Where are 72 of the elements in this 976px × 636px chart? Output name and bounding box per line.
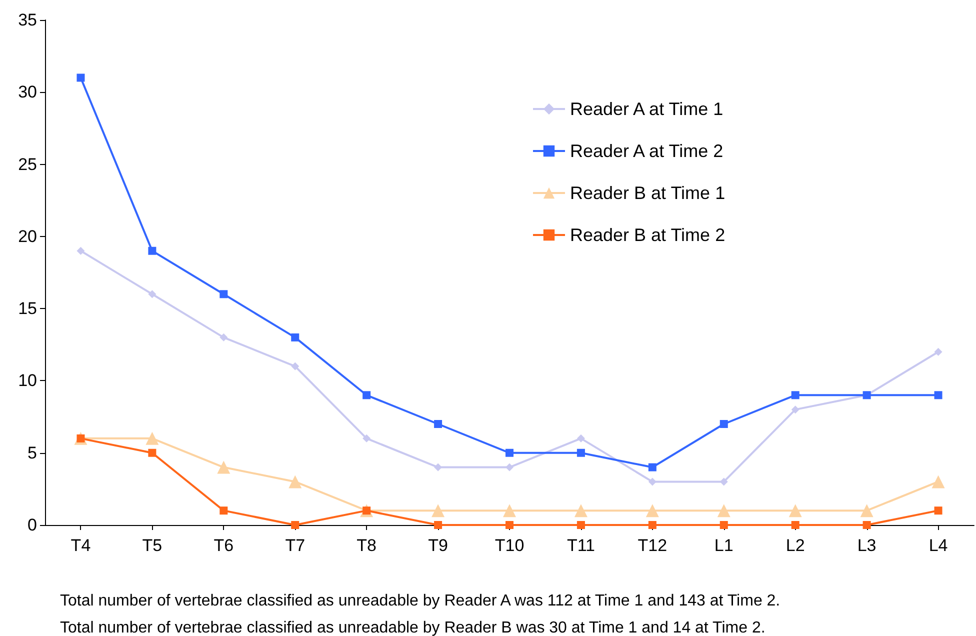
point bbox=[934, 391, 942, 400]
text: Total number of vertebrae classified as unreadable by Reader B was 30 at Time 1 and 14 at Time 2. bbox=[60, 620, 766, 636]
point bbox=[434, 420, 442, 428]
point bbox=[220, 333, 228, 342]
point bbox=[791, 406, 800, 414]
y-tick-label: 0 bbox=[28, 516, 37, 534]
point bbox=[148, 290, 156, 298]
point bbox=[432, 504, 445, 518]
point bbox=[574, 504, 588, 518]
y-tick-label: 35 bbox=[18, 10, 37, 30]
point bbox=[646, 504, 659, 518]
point bbox=[791, 391, 800, 400]
point bbox=[148, 246, 156, 255]
x-tick-label: T9 bbox=[428, 536, 448, 555]
point bbox=[576, 448, 585, 457]
x-tick-label: L4 bbox=[928, 536, 948, 555]
point bbox=[146, 432, 159, 445]
x-tick-label: T8 bbox=[356, 536, 376, 555]
point bbox=[648, 521, 656, 529]
point bbox=[720, 420, 728, 428]
point bbox=[76, 74, 85, 82]
point bbox=[362, 434, 371, 442]
point bbox=[934, 348, 942, 356]
point bbox=[148, 448, 156, 457]
legend-label: Reader B at Time 2 bbox=[570, 225, 726, 245]
point bbox=[506, 463, 514, 472]
y-tick-label: 30 bbox=[18, 82, 37, 102]
y-tick-label: 10 bbox=[18, 371, 37, 390]
point bbox=[648, 463, 656, 472]
point bbox=[860, 504, 874, 518]
x-tick-label: T5 bbox=[142, 536, 162, 555]
point bbox=[934, 506, 942, 515]
point bbox=[576, 521, 585, 529]
text: Total number of vertebrae classified as unreadable by Reader A was 112 at Time 1 and 143 at Time 2. bbox=[60, 592, 780, 610]
x-tick-label: L3 bbox=[857, 536, 876, 555]
point bbox=[220, 506, 228, 515]
point bbox=[434, 521, 442, 529]
x-tick-label: L1 bbox=[714, 536, 734, 555]
x-tick-label: T12 bbox=[638, 536, 668, 555]
y-tick-label: 25 bbox=[18, 154, 37, 174]
point bbox=[932, 475, 945, 488]
point bbox=[576, 434, 585, 442]
y-tick-label: 20 bbox=[18, 226, 37, 246]
y-tick-label: 5 bbox=[28, 443, 37, 462]
point bbox=[291, 333, 300, 342]
point bbox=[288, 475, 302, 488]
point bbox=[791, 521, 800, 529]
x-tick-label: T7 bbox=[285, 536, 306, 555]
point bbox=[217, 460, 230, 474]
y-tick-label: 15 bbox=[18, 299, 37, 318]
point bbox=[720, 478, 728, 486]
x-tick-label: T10 bbox=[494, 536, 524, 555]
legend-label: Reader A at Time 2 bbox=[570, 141, 724, 161]
legend-label: Reader A at Time 1 bbox=[570, 99, 724, 119]
point bbox=[648, 478, 656, 486]
x-tick-label: T6 bbox=[214, 536, 234, 555]
point bbox=[717, 504, 730, 518]
point bbox=[291, 362, 300, 370]
point bbox=[503, 504, 516, 518]
x-tick-label: L2 bbox=[786, 536, 805, 555]
point bbox=[76, 246, 85, 255]
legend-label: Reader B at Time 1 bbox=[570, 183, 726, 203]
point bbox=[291, 521, 300, 529]
point bbox=[788, 504, 802, 518]
point bbox=[862, 521, 871, 529]
point bbox=[506, 448, 514, 457]
point bbox=[362, 391, 371, 400]
point bbox=[220, 290, 228, 298]
x-tick-label: T4 bbox=[70, 536, 91, 555]
x-tick-label: T11 bbox=[566, 536, 595, 555]
point bbox=[720, 521, 728, 529]
point bbox=[506, 521, 514, 529]
